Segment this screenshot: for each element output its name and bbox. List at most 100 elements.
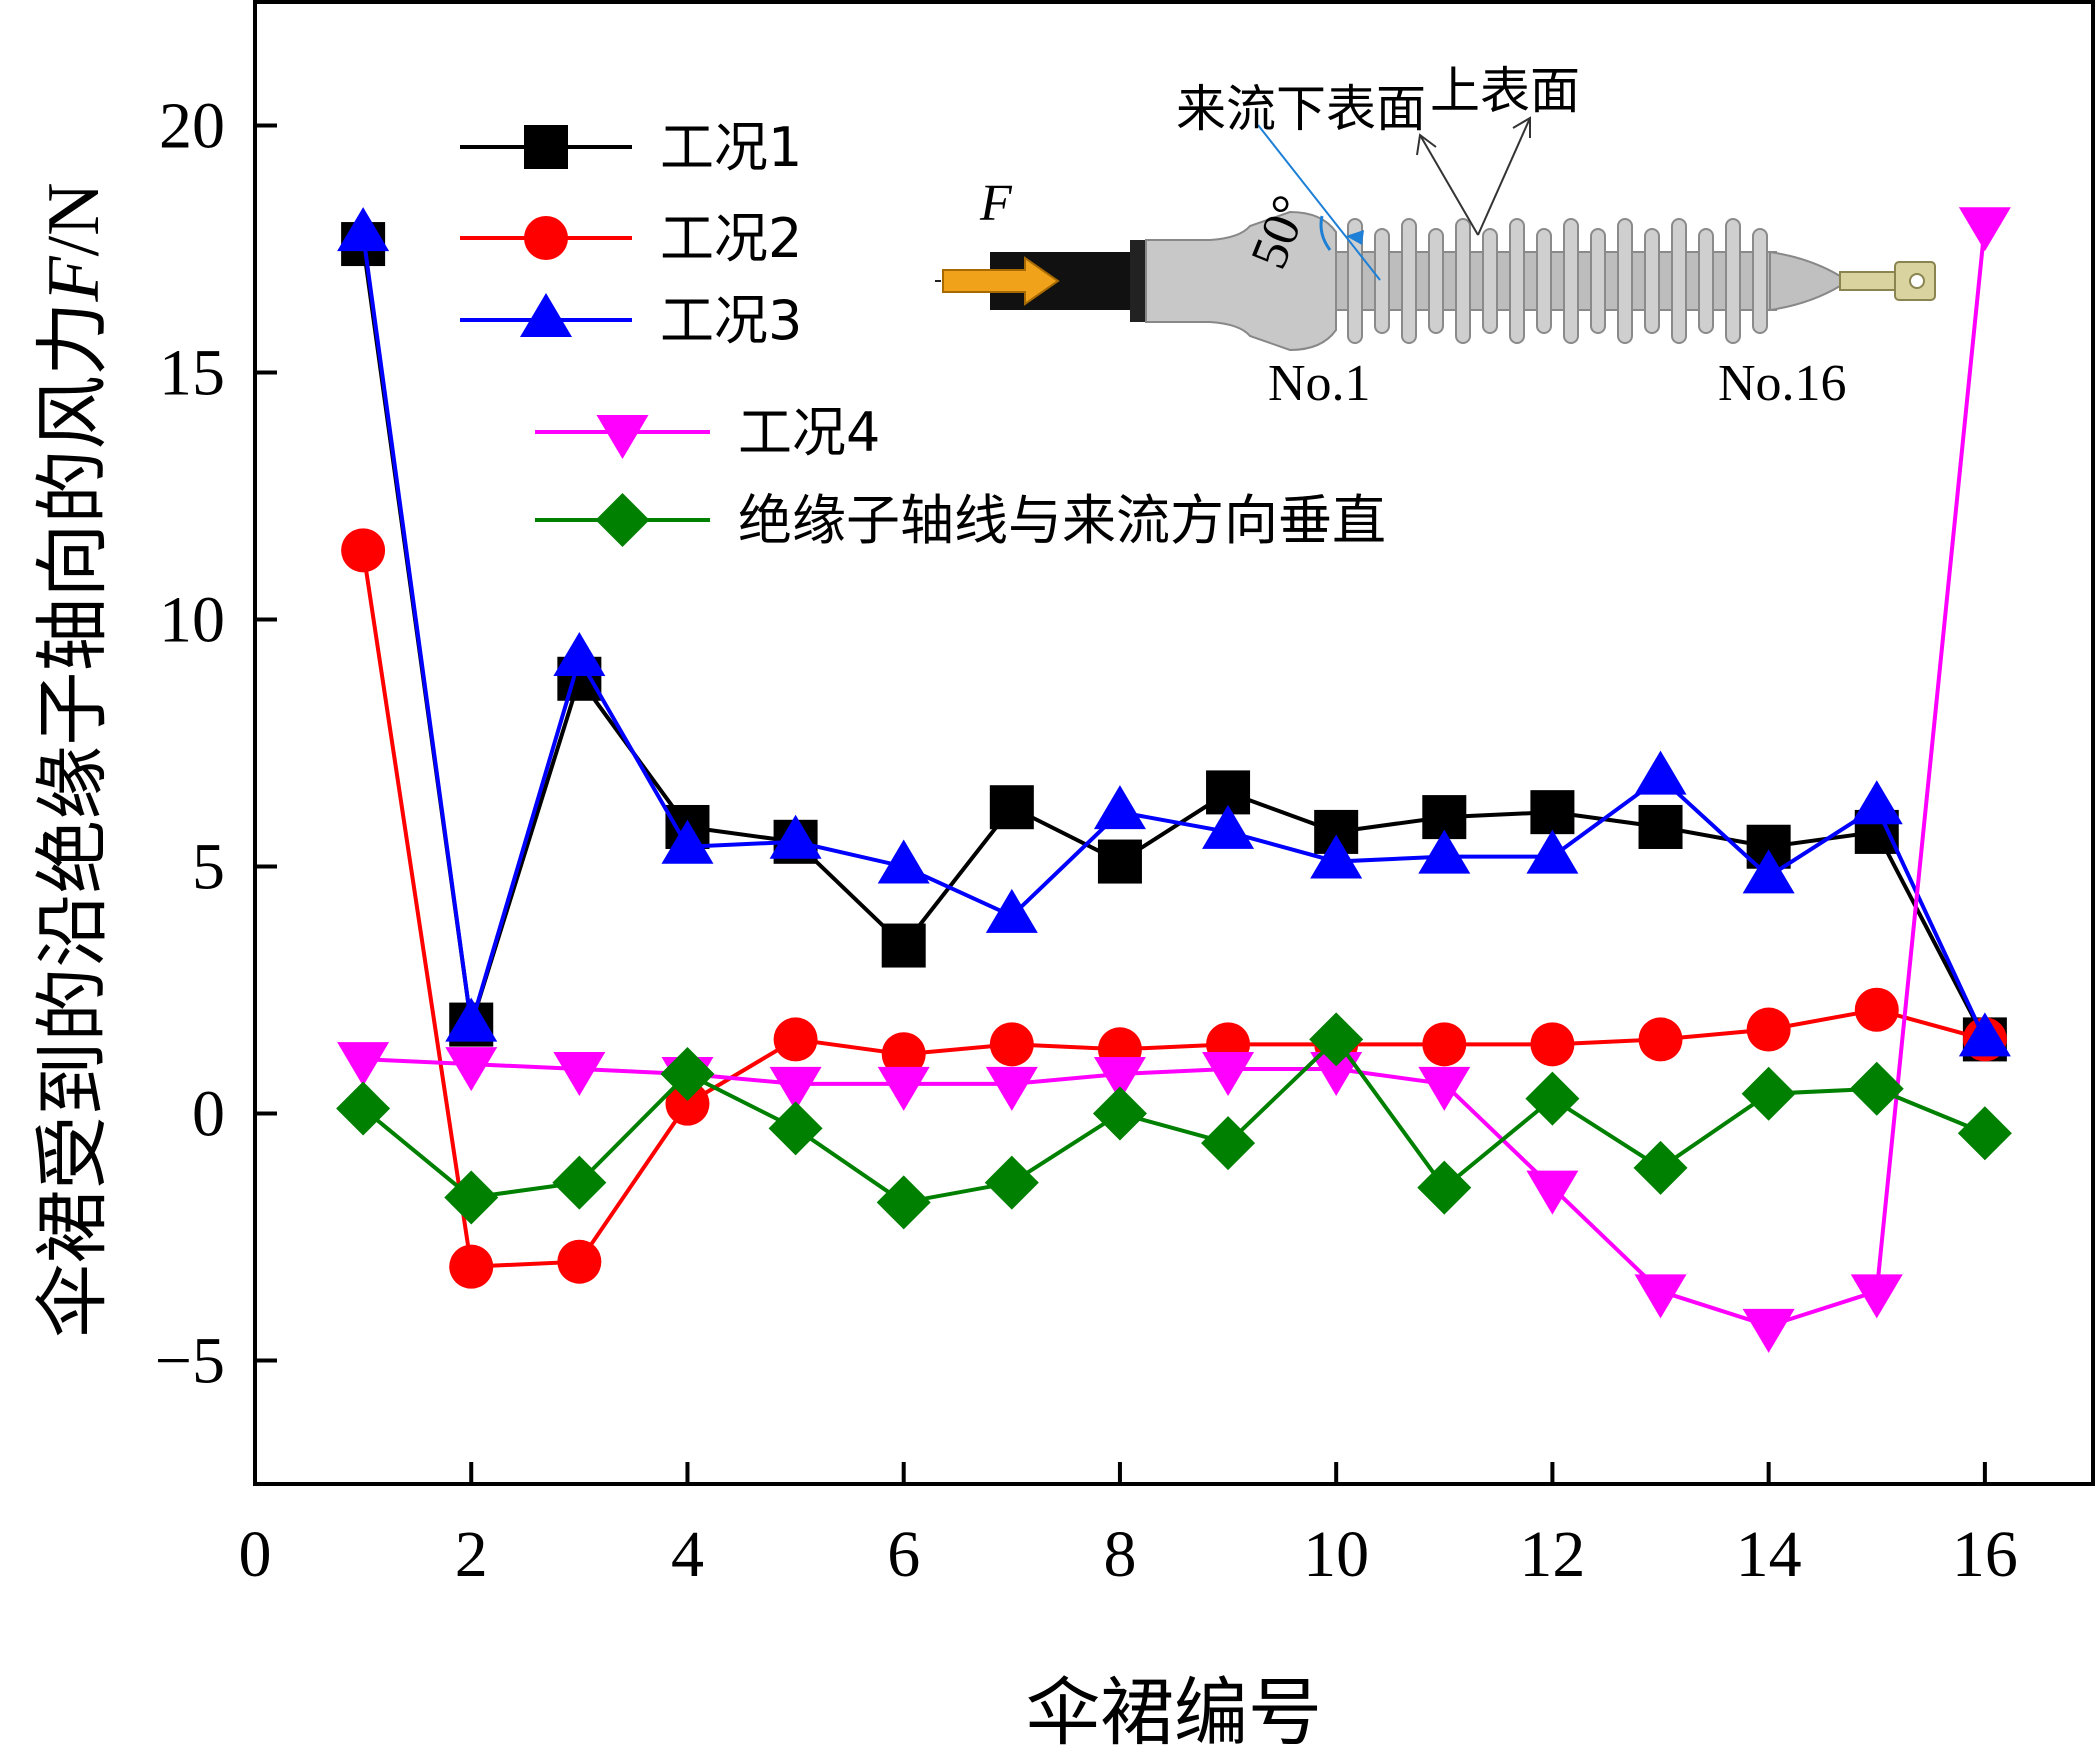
y-axis-title-unit: /N	[33, 182, 115, 256]
series-5-point-10	[1309, 1012, 1364, 1067]
force-arrow	[942, 256, 1060, 306]
legend-marker-5	[595, 493, 650, 547]
series-3	[337, 207, 2011, 1057]
series-2-point-14	[1746, 1007, 1791, 1052]
series-4-point-11	[1418, 1066, 1471, 1111]
legend-item-4: 工况4	[535, 401, 880, 464]
legend-marker-1	[524, 125, 568, 169]
insulator-shed-7	[1509, 218, 1525, 344]
insulator-inset: F 50° 来流下表面 上表面 No.1 No.16	[935, 62, 1936, 412]
legend-label-3: 工况3	[660, 289, 802, 352]
series-3-point-8	[1093, 785, 1146, 830]
series-1-point-12	[1530, 790, 1575, 835]
legend-marker-2	[524, 216, 568, 260]
y-axis-title: 伞裙受到的沿绝缘子轴向的风力F/N	[30, 182, 116, 1337]
x-tick-label-10: 10	[1303, 1518, 1369, 1591]
series-4-point-8	[1093, 1056, 1146, 1101]
series-1-point-13	[1638, 804, 1683, 849]
series-5-point-14	[1741, 1066, 1796, 1121]
series-4-point-12	[1526, 1170, 1579, 1215]
x-tick-label-0: 0	[239, 1518, 272, 1591]
lower-surface-pointer-head	[1416, 133, 1437, 156]
series-5-point-11	[1417, 1160, 1472, 1215]
series-3-point-15	[1850, 780, 1903, 825]
series-5	[336, 1012, 2012, 1230]
insulator-shed-2	[1374, 228, 1390, 334]
series-3-point-7	[985, 888, 1038, 933]
upper-surface-pointer-head	[1512, 116, 1531, 138]
insulator-shed-12	[1644, 228, 1660, 334]
series-layer	[336, 207, 2012, 1353]
x-tick-label-2: 2	[455, 1518, 488, 1591]
insulator-shed-5	[1455, 218, 1471, 344]
series-3-point-1	[337, 207, 390, 252]
series-1-point-7	[989, 785, 1034, 830]
series-2-point-12	[1530, 1022, 1575, 1067]
insulator-shed-11	[1617, 218, 1633, 344]
series-2-line	[361, 550, 1986, 1269]
y-tick-label-15: 15	[159, 337, 225, 410]
y-tick-label--5: −5	[155, 1325, 225, 1398]
series-4-point-7	[985, 1066, 1038, 1111]
series-5-point-6	[876, 1175, 931, 1230]
flow-arrowhead	[1346, 230, 1364, 245]
series-4	[337, 207, 2011, 1353]
x-tick-label-14: 14	[1736, 1518, 1802, 1591]
series-4-point-10	[1310, 1052, 1363, 1097]
legend-item-2: 工况2	[460, 207, 802, 270]
series-4-point-13	[1634, 1274, 1687, 1319]
x-tick-label-6: 6	[887, 1518, 920, 1591]
series-4-line	[363, 224, 1987, 1329]
legend: 工况1 工况2 工况3 工况4 绝缘子轴线与来流方向垂直	[460, 116, 1386, 552]
axes: 0 2 4 6 8 10 12 14 16 −5 0 5 10 15 20	[155, 90, 2018, 1592]
angle-arc	[1319, 215, 1332, 251]
series-5-point-3	[552, 1155, 607, 1210]
x-axis-title: 伞裙编号	[1026, 1670, 1322, 1756]
inset-end-fitting	[1839, 271, 1896, 291]
legend-marker-4	[596, 415, 649, 459]
plot-frame	[253, 0, 2095, 1486]
series-3-point-3	[553, 632, 606, 677]
series-5-point-8	[1092, 1086, 1147, 1141]
series-2-point-6	[881, 1032, 926, 1077]
series-3-point-16	[1958, 1012, 2011, 1057]
series-3-point-13	[1634, 750, 1687, 795]
series-5-point-7	[984, 1155, 1039, 1210]
series-3-point-6	[877, 839, 930, 884]
x-tick-label-16: 16	[1952, 1518, 2018, 1591]
series-3-point-11	[1418, 829, 1471, 874]
insulator-shed-6	[1482, 228, 1498, 334]
series-3-point-2	[445, 997, 498, 1042]
series-4-point-15	[1850, 1274, 1903, 1319]
y-axis-title-var: F	[33, 256, 115, 303]
upper-surface-pointer	[1477, 117, 1531, 236]
series-3-point-12	[1526, 829, 1579, 874]
series-2-point-5	[773, 1017, 818, 1062]
series-1-point-6	[881, 923, 926, 968]
insulator-shed-9	[1563, 218, 1579, 344]
series-5-line	[361, 1036, 1986, 1205]
series-2-point-11	[1422, 1022, 1467, 1067]
series-5-point-5	[768, 1101, 823, 1156]
series-3-point-14	[1742, 849, 1795, 894]
insulator-shed-10	[1590, 228, 1606, 334]
series-5-point-9	[1201, 1116, 1256, 1171]
series-4-point-1	[337, 1042, 390, 1087]
legend-label-5: 绝缘子轴线与来流方向垂直	[738, 489, 1386, 552]
y-tick-label-0: 0	[192, 1078, 225, 1151]
flow-direction-line	[1257, 124, 1381, 281]
x-tick-label-4: 4	[671, 1518, 704, 1591]
x-tick-label-12: 12	[1519, 1518, 1585, 1591]
x-tick-label-8: 8	[1103, 1518, 1136, 1591]
series-3-point-5	[769, 814, 822, 859]
series-5-point-13	[1633, 1140, 1688, 1195]
series-4-point-9	[1202, 1052, 1255, 1097]
series-4-point-14	[1742, 1308, 1795, 1353]
series-1-point-8	[1097, 839, 1142, 884]
series-5-point-4	[660, 1046, 715, 1101]
inset-lug-hole	[1909, 273, 1925, 289]
series-3-point-9	[1202, 804, 1255, 849]
inset-flange	[1130, 240, 1146, 322]
insulator-shed-16	[1752, 228, 1768, 334]
